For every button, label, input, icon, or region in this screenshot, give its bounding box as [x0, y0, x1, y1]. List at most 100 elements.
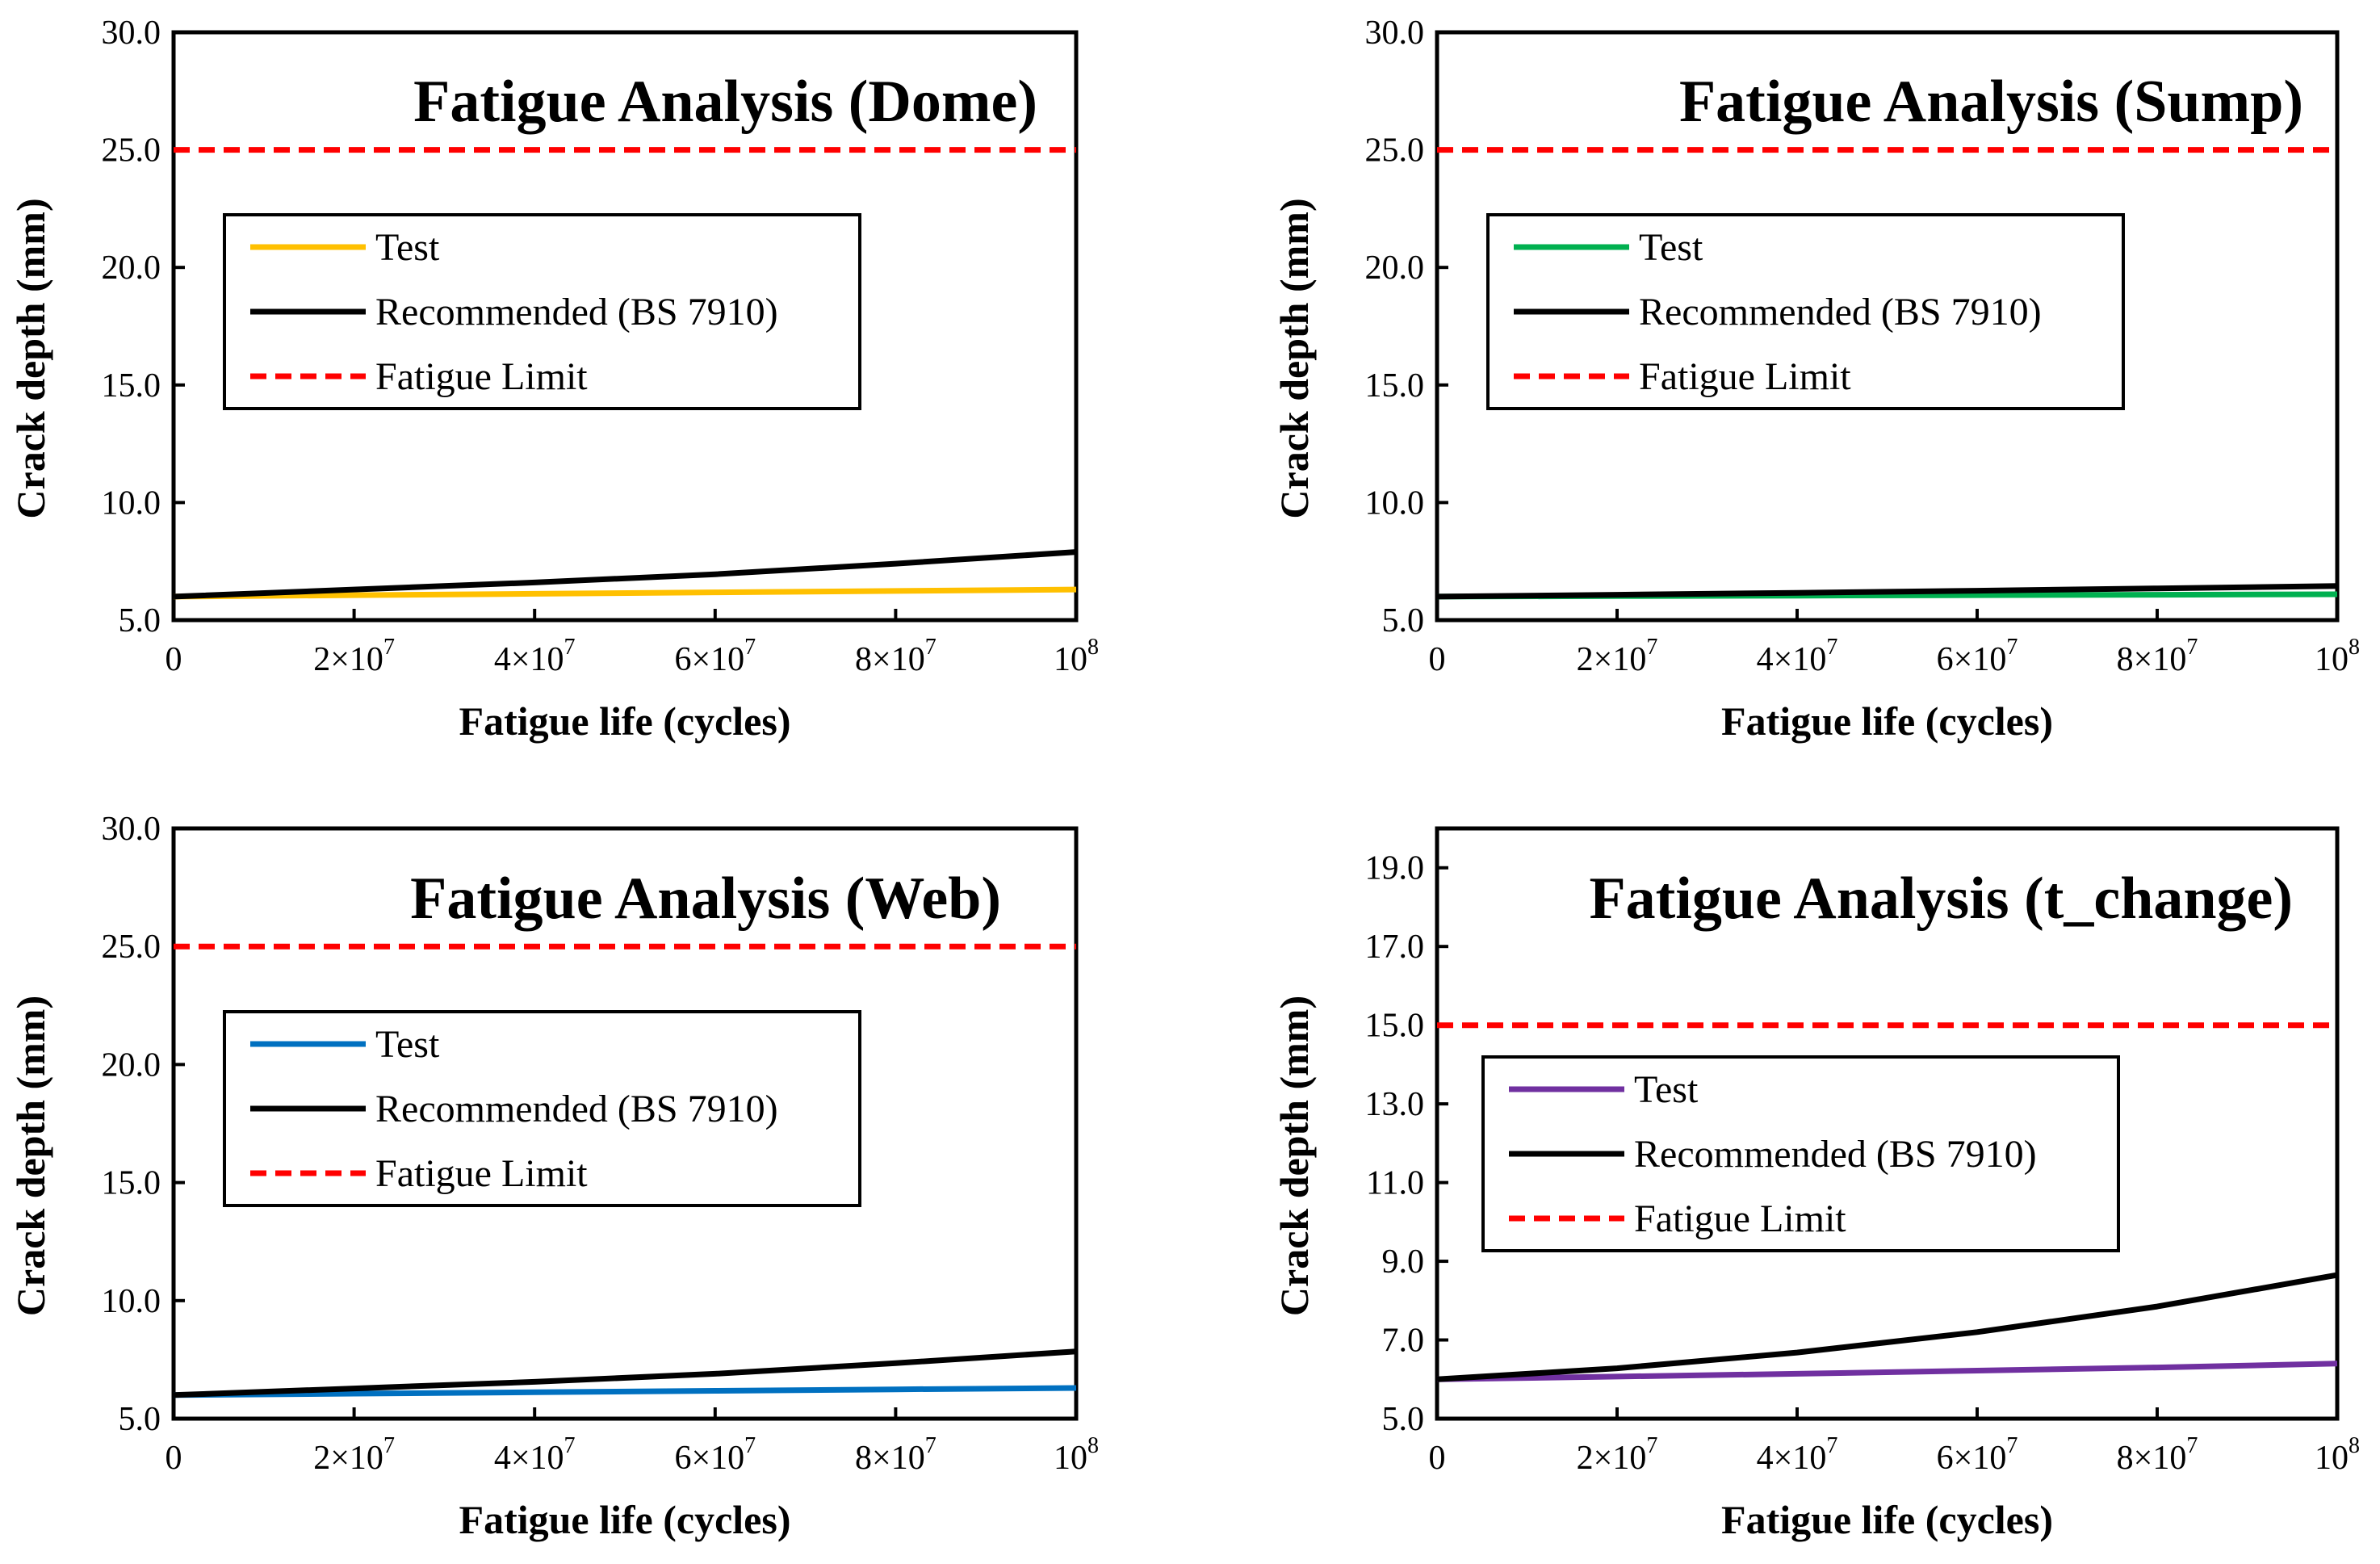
legend-label: Test — [375, 1023, 440, 1066]
x-tick-base: 2×10 — [313, 1440, 383, 1477]
x-tick-base: 4×10 — [494, 641, 564, 678]
x-tick-exponent: 7 — [2186, 635, 2198, 660]
x-tick-label: 8×107 — [855, 635, 936, 678]
y-tick-label: 17.0 — [1365, 929, 1425, 966]
y-tick-label: 10.0 — [102, 1283, 161, 1320]
legend-label: Fatigue Limit — [375, 1152, 588, 1195]
legend: Test Recommended (BS 7910) Fatigue Limit — [1481, 1055, 2120, 1252]
x-axis-label: Fatigue life (cycles) — [1721, 1497, 2053, 1542]
x-tick-exponent: 7 — [1646, 635, 1657, 660]
legend-label: Fatigue Limit — [1634, 1197, 1846, 1240]
legend: Test Recommended (BS 7910) Fatigue Limit — [1486, 213, 2125, 410]
y-tick-label: 5.0 — [1382, 602, 1425, 639]
y-tick-label: 7.0 — [1382, 1323, 1425, 1360]
x-tick-exponent: 7 — [383, 635, 395, 660]
x-axis-label: Fatigue life (cycles) — [459, 698, 791, 744]
y-tick-label: 25.0 — [1365, 132, 1425, 170]
x-tick-exponent: 7 — [1826, 635, 1837, 660]
y-tick-label: 15.0 — [1365, 1008, 1425, 1045]
x-tick-base: 10 — [2315, 641, 2349, 678]
x-tick-exponent: 7 — [1646, 1433, 1657, 1458]
chart-panel-1: 5.010.015.020.025.030.00 2×107 4×107 6×107 8… — [8, 15, 1099, 744]
legend-label: Test — [1634, 1068, 1699, 1111]
y-tick-label: 15.0 — [102, 367, 161, 405]
x-tick-base: 4×10 — [1757, 1440, 1827, 1477]
y-tick-label: 15.0 — [102, 1165, 161, 1202]
series-line-test — [173, 1385, 1077, 1398]
x-tick-exponent: 7 — [2186, 1433, 2198, 1458]
y-axis-label: Crack depth (mm) — [1272, 996, 1317, 1316]
series-line-recommended-bs-7910 — [1436, 1272, 2338, 1382]
x-tick-label: 108 — [2315, 635, 2360, 678]
x-tick-label: 0 — [1429, 1440, 1446, 1477]
legend-label: Fatigue Limit — [1639, 355, 1851, 398]
y-tick-label: 30.0 — [102, 811, 161, 848]
x-tick-base: 6×10 — [674, 641, 744, 678]
legend-label: Recommended (BS 7910) — [1634, 1133, 2037, 1176]
x-tick-exponent: 7 — [744, 635, 756, 660]
x-tick-exponent: 8 — [2349, 635, 2360, 660]
x-tick-base: 8×10 — [855, 641, 925, 678]
x-tick-label: 2×107 — [313, 635, 395, 678]
chart-title: Fatigue Analysis (Web) — [410, 866, 1001, 932]
x-tick-exponent: 7 — [2006, 635, 2018, 660]
x-tick-base: 6×10 — [1937, 641, 2007, 678]
x-tick-base: 4×10 — [1757, 641, 1827, 678]
y-axis-label: Crack depth (mm) — [8, 996, 53, 1316]
x-tick-label: 2×107 — [1577, 635, 1658, 678]
x-tick-exponent: 7 — [383, 1433, 395, 1458]
y-tick-label: 10.0 — [102, 484, 161, 522]
y-tick-label: 5.0 — [1382, 1401, 1425, 1438]
series-line-test — [173, 586, 1077, 600]
x-tick-label: 8×107 — [2117, 635, 2198, 678]
x-axis-label: Fatigue life (cycles) — [1721, 698, 2053, 744]
x-tick-exponent: 8 — [1087, 635, 1099, 660]
y-tick-label: 25.0 — [102, 929, 161, 966]
x-tick-label: 4×107 — [494, 1433, 576, 1477]
x-tick-base: 8×10 — [2117, 641, 2187, 678]
x-tick-exponent: 7 — [925, 635, 936, 660]
y-tick-label: 5.0 — [119, 602, 161, 639]
y-tick-label: 20.0 — [102, 249, 161, 287]
chart-panel-2: 5.010.015.020.025.030.00 2×107 4×107 6×107 8… — [1272, 15, 2360, 744]
series-line-recommended-bs-7910 — [173, 549, 1077, 600]
x-tick-base: 10 — [1054, 641, 1087, 678]
x-tick-label: 6×107 — [1937, 1433, 2018, 1477]
x-tick-label: 8×107 — [2117, 1433, 2198, 1477]
x-tick-exponent: 8 — [1087, 1433, 1099, 1458]
y-tick-label: 5.0 — [119, 1401, 161, 1438]
y-tick-label: 30.0 — [1365, 15, 1425, 52]
y-tick-label: 19.0 — [1365, 850, 1425, 887]
y-tick-label: 9.0 — [1382, 1243, 1425, 1281]
x-tick-base: 4×10 — [494, 1440, 564, 1477]
x-tick-exponent: 7 — [1826, 1433, 1837, 1458]
y-tick-label: 25.0 — [102, 132, 161, 170]
x-tick-base: 8×10 — [855, 1440, 925, 1477]
y-tick-label: 20.0 — [1365, 249, 1425, 287]
chart-panel-3: 5.010.015.020.025.030.00 2×107 4×107 6×107 8… — [8, 811, 1099, 1542]
legend-label: Fatigue Limit — [375, 355, 588, 398]
x-tick-base: 0 — [166, 1440, 182, 1477]
x-tick-label: 0 — [166, 641, 182, 678]
y-tick-label: 13.0 — [1365, 1086, 1425, 1123]
y-tick-label: 15.0 — [1365, 367, 1425, 405]
x-tick-exponent: 7 — [2006, 1433, 2018, 1458]
x-tick-exponent: 7 — [564, 635, 576, 660]
legend-label: Recommended (BS 7910) — [1639, 291, 2042, 333]
y-tick-label: 10.0 — [1365, 484, 1425, 522]
x-tick-base: 6×10 — [674, 1440, 744, 1477]
x-tick-label: 2×107 — [313, 1433, 395, 1477]
x-axis-label: Fatigue life (cycles) — [459, 1497, 791, 1542]
x-tick-exponent: 7 — [564, 1433, 576, 1458]
chart-title: Fatigue Analysis (Dome) — [413, 69, 1037, 135]
series-line-recommended-bs-7910 — [1436, 583, 2338, 600]
x-tick-label: 108 — [2315, 1433, 2360, 1477]
chart-panel-4: 5.07.09.011.013.015.017.019.00 2×107 4×107… — [1272, 826, 2360, 1542]
x-tick-label: 4×107 — [494, 635, 576, 678]
series-line-test — [1436, 1361, 2338, 1382]
x-tick-base: 2×10 — [1577, 1440, 1647, 1477]
legend: Test Recommended (BS 7910) Fatigue Limit — [223, 1010, 861, 1207]
x-tick-label: 4×107 — [1757, 635, 1838, 678]
chart-title: Fatigue Analysis (Sump) — [1679, 69, 2303, 135]
